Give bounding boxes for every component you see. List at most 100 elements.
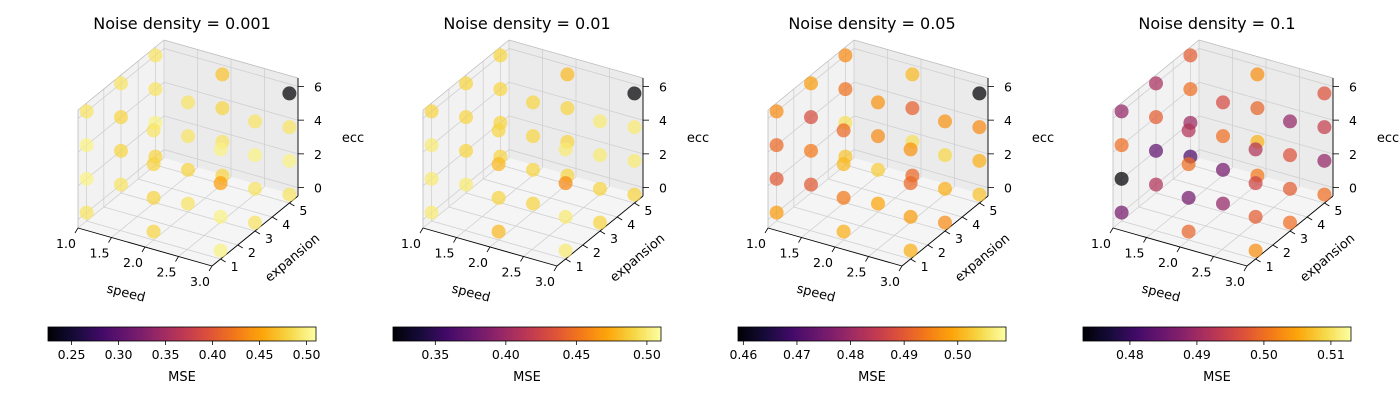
y-tick-label: 2	[248, 245, 256, 260]
x-tick-label: 1.5	[90, 246, 110, 261]
data-point	[1317, 120, 1332, 135]
data-point	[1149, 143, 1163, 158]
data-point	[459, 177, 473, 192]
x-tick-label: 1.0	[401, 236, 421, 251]
data-point	[903, 142, 918, 157]
chart-title: Noise density = 0.1	[1138, 14, 1295, 33]
data-point	[146, 157, 161, 172]
data-point	[459, 76, 473, 91]
chart-title: Noise density = 0.001	[93, 14, 271, 33]
data-point	[871, 162, 885, 177]
data-point	[248, 148, 262, 163]
chart-panel-2: 1.01.52.02.53.0123450246speedexpansionec…	[392, 14, 709, 385]
colorbar-tick-label: 0.40	[199, 347, 227, 362]
data-point	[79, 138, 94, 153]
x-tick-label: 2.5	[157, 265, 177, 280]
data-point	[114, 110, 128, 125]
data-point	[1317, 187, 1332, 202]
data-point	[903, 176, 918, 191]
data-point	[1114, 138, 1129, 153]
data-point	[560, 101, 575, 116]
data-point	[1248, 243, 1263, 258]
data-point	[146, 190, 161, 205]
data-point	[1283, 114, 1297, 129]
data-point	[627, 153, 642, 168]
chart-panel-1: 1.01.52.02.53.0123450246speedexpansionec…	[47, 14, 364, 385]
data-point	[593, 215, 607, 230]
data-point	[1216, 129, 1230, 144]
data-point	[79, 205, 94, 220]
colorbar-tick-label: 0.25	[58, 347, 86, 362]
chart-title: Noise density = 0.01	[443, 14, 610, 33]
z-axis-label: ecc	[687, 131, 709, 146]
x-tick-label: 1.5	[435, 246, 455, 261]
z-tick-label: 2	[314, 147, 322, 162]
x-axis-label: speed	[795, 282, 837, 306]
data-point	[1183, 48, 1198, 63]
data-point	[491, 123, 506, 138]
data-point	[79, 104, 94, 119]
data-point	[769, 205, 784, 220]
data-point	[1250, 101, 1265, 116]
data-point	[1149, 110, 1163, 125]
z-tick-label: 4	[314, 113, 322, 128]
x-tick-label: 2.5	[502, 265, 522, 280]
data-point	[972, 153, 987, 168]
colorbar-label: MSE	[858, 370, 886, 385]
data-point	[213, 243, 228, 258]
colorbar-label: MSE	[168, 370, 196, 385]
colorbar-tick-label: 0.48	[1116, 347, 1144, 362]
data-point	[903, 243, 918, 258]
z-tick-label: 0	[1349, 181, 1357, 196]
x-axis-label: speed	[450, 282, 492, 306]
y-tick-label: 3	[955, 231, 963, 246]
y-tick-label: 4	[282, 217, 290, 232]
data-point	[526, 129, 540, 144]
data-point	[491, 157, 506, 172]
data-point	[838, 48, 853, 63]
z-tick-label: 4	[1349, 113, 1357, 128]
data-point	[836, 157, 851, 172]
data-point	[1248, 209, 1263, 224]
data-point	[838, 82, 853, 97]
z-tick-label: 4	[659, 113, 667, 128]
z-tick-label: 2	[659, 147, 667, 162]
data-point	[248, 215, 262, 230]
colorbar-tick-label: 0.47	[783, 347, 811, 362]
y-tick-label: 5	[299, 203, 307, 218]
colorbar-tick-label: 0.45	[562, 347, 590, 362]
points	[1114, 48, 1332, 258]
data-point	[1250, 67, 1265, 82]
data-point	[1149, 76, 1163, 91]
data-point	[282, 86, 297, 101]
z-tick-label: 6	[1349, 79, 1357, 94]
z-tick-label: 0	[1004, 181, 1012, 196]
data-point	[905, 101, 920, 116]
z-axis-label: ecc	[342, 131, 364, 146]
data-point	[213, 176, 228, 191]
data-point	[558, 243, 573, 258]
data-point	[1183, 82, 1198, 97]
z-tick-label: 6	[1004, 79, 1012, 94]
data-point	[1114, 104, 1129, 119]
data-point	[1181, 157, 1196, 172]
y-tick-label: 1	[231, 259, 239, 274]
x-tick-label: 2.0	[123, 255, 143, 270]
y-tick-label: 4	[972, 217, 980, 232]
colorbar-tick-label: 0.50	[293, 347, 321, 362]
data-point	[1283, 181, 1297, 196]
data-point	[493, 82, 508, 97]
data-point	[213, 209, 228, 224]
colorbar-tick-label: 0.49	[1183, 347, 1211, 362]
data-point	[558, 209, 573, 224]
points	[79, 48, 297, 258]
x-axis-label: speed	[1140, 282, 1182, 306]
data-point	[1283, 148, 1297, 163]
x-tick-label: 3.0	[190, 274, 210, 289]
x-tick-label: 2.5	[1192, 265, 1212, 280]
points	[424, 48, 642, 258]
data-point	[871, 95, 885, 110]
z-tick-label: 0	[314, 181, 322, 196]
data-point	[558, 142, 573, 157]
